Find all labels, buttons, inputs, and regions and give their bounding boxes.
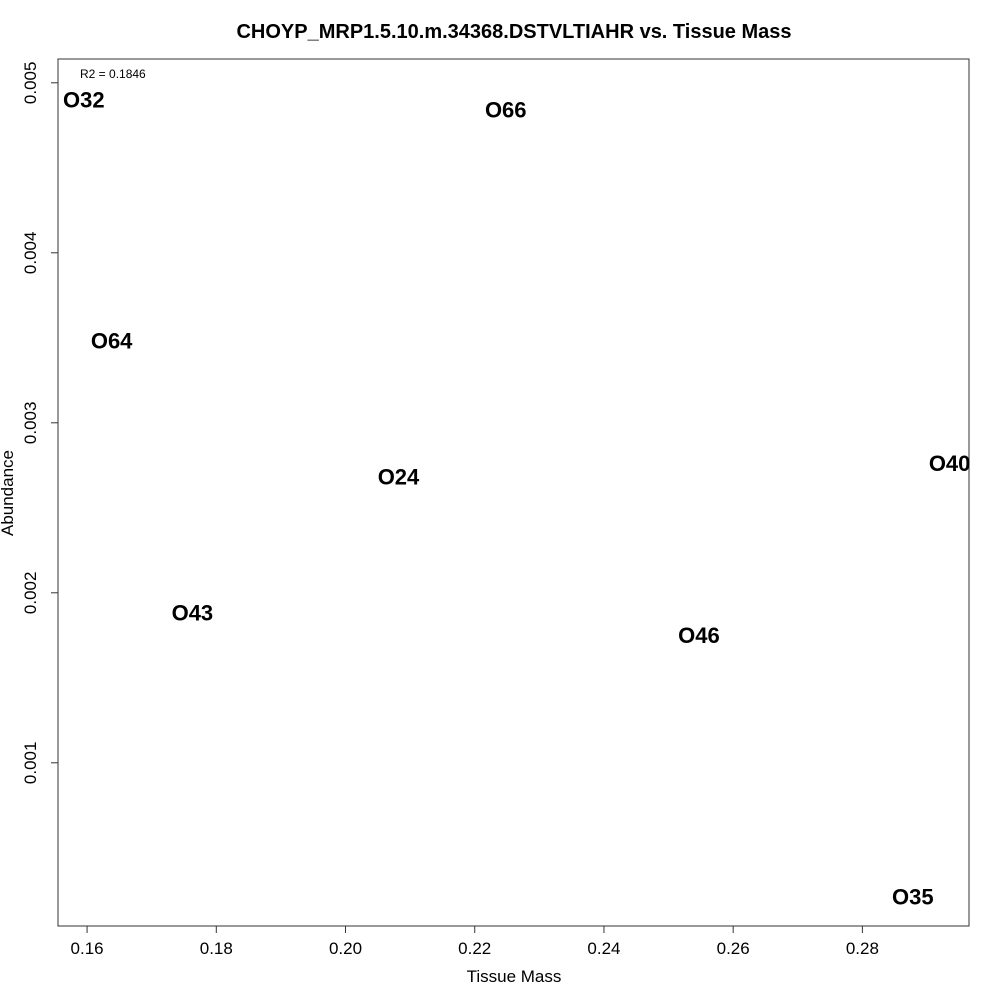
x-tick-label: 0.16 [71, 939, 104, 958]
point-label-o32: O32 [63, 87, 105, 112]
x-tick-label: 0.26 [717, 939, 750, 958]
point-label-o40: O40 [929, 451, 971, 476]
y-tick-label: 0.005 [21, 62, 40, 105]
point-label-o43: O43 [172, 601, 214, 626]
point-label-o35: O35 [892, 885, 934, 910]
point-label-o24: O24 [378, 465, 420, 490]
x-tick-label: 0.24 [587, 939, 620, 958]
y-axis-label: Abundance [0, 450, 17, 536]
chart-title: CHOYP_MRP1.5.10.m.34368.DSTVLTIAHR vs. T… [236, 21, 791, 43]
x-tick-label: 0.28 [846, 939, 879, 958]
y-tick-label: 0.003 [21, 402, 40, 445]
point-label-o64: O64 [91, 329, 133, 354]
x-tick-label: 0.22 [458, 939, 491, 958]
y-axis: 0.001 0.002 0.003 0.004 0.005 [21, 62, 59, 785]
data-points: O32 O66 O64 O24 O40 O43 O46 O35 [63, 87, 970, 909]
r2-annotation: R2 = 0.1846 [80, 67, 146, 81]
x-tick-label: 0.18 [200, 939, 233, 958]
y-tick-label: 0.002 [21, 572, 40, 615]
y-tick-label: 0.001 [21, 742, 40, 785]
x-tick-label: 0.20 [329, 939, 362, 958]
x-axis-label: Tissue Mass [467, 967, 562, 986]
x-axis: 0.16 0.18 0.20 0.22 0.24 0.26 0.28 [71, 925, 879, 958]
plot-frame [57, 58, 970, 927]
y-tick-label: 0.004 [21, 232, 40, 275]
point-label-o46: O46 [678, 623, 720, 648]
point-label-o66: O66 [485, 98, 527, 123]
